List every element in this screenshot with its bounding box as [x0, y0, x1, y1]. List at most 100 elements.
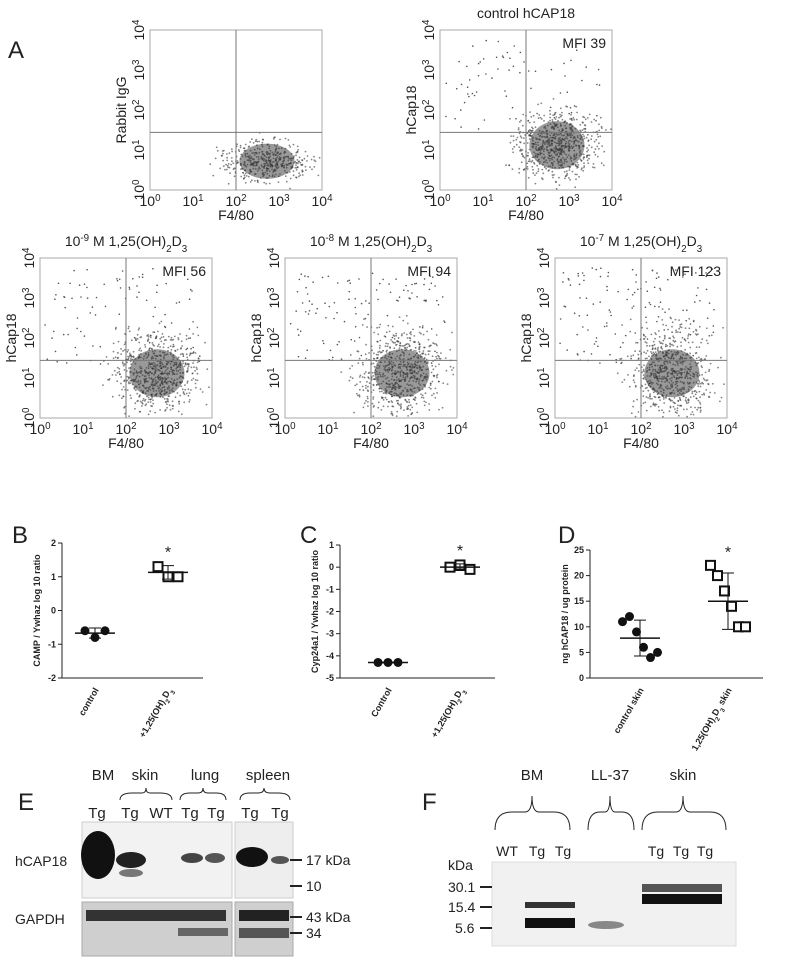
cell-dot: [656, 348, 659, 351]
cell-dot: [581, 121, 584, 124]
cell-dot: [362, 406, 365, 409]
cell-dot: [633, 374, 635, 376]
cell-dot: [271, 161, 274, 164]
cell-dot: [523, 137, 525, 140]
y-tick-label: 104: [266, 247, 283, 269]
cell-dot: [675, 354, 677, 356]
band: [525, 902, 575, 908]
cell-dot: [588, 144, 590, 147]
cell-dot: [563, 171, 566, 173]
cell-dot: [433, 342, 436, 345]
cell-dot: [661, 409, 663, 412]
tick-exp: 4: [131, 19, 142, 25]
marker-label: 34: [306, 925, 322, 941]
cell-dot: [573, 153, 576, 156]
cell-dot: [188, 298, 191, 301]
cell-dot: [403, 352, 405, 355]
cell-dot: [539, 161, 541, 163]
cell-dot: [80, 330, 82, 333]
cell-dot: [133, 372, 136, 374]
cell-dot: [515, 143, 518, 146]
cell-dot: [140, 356, 142, 359]
y-axis-label: hCap18: [248, 313, 264, 362]
cell-dot: [671, 355, 673, 357]
cell-dot: [392, 361, 395, 364]
cell-dot: [432, 374, 435, 377]
cell-dot: [185, 392, 188, 395]
cell-dot: [254, 172, 257, 175]
cell-dot: [138, 395, 141, 398]
cell-dot: [226, 153, 228, 155]
cell-dot: [583, 166, 585, 169]
cell-dot: [222, 159, 225, 162]
band: [271, 856, 289, 864]
cell-dot: [528, 158, 531, 161]
cell-dot: [188, 399, 191, 401]
cell-dot: [564, 75, 566, 77]
cell-dot: [149, 385, 152, 388]
cell-dot: [372, 389, 375, 391]
lane-label: WT: [149, 805, 172, 822]
cell-dot: [138, 276, 141, 278]
cell-dot: [92, 345, 94, 347]
cell-dot: [404, 365, 406, 368]
cell-dot: [583, 156, 585, 159]
cell-dot: [441, 406, 444, 409]
cell-dot: [384, 396, 387, 399]
cell-dot: [519, 148, 522, 151]
cell-dot: [290, 159, 293, 162]
cell-dot: [192, 333, 195, 335]
cell-dot: [267, 177, 269, 180]
cell-dot: [189, 353, 192, 355]
cell-dot: [182, 371, 185, 374]
cell-dot: [89, 312, 92, 314]
cell-dot: [170, 349, 173, 351]
cell-dot: [428, 288, 431, 291]
cell-dot: [415, 402, 418, 405]
cell-dot: [562, 272, 565, 274]
cell-dot: [128, 286, 131, 289]
cell-dot: [149, 410, 152, 413]
marker-label: 5.6: [455, 920, 475, 936]
cell-dot: [423, 283, 425, 286]
cell-dot: [171, 383, 174, 386]
cell-dot: [391, 375, 394, 378]
group-label: skin: [670, 767, 697, 784]
y-tick-label: 20: [574, 571, 584, 581]
cell-dot: [354, 306, 357, 309]
cell-dot: [366, 380, 368, 383]
cell-dot: [569, 123, 572, 126]
cell-dot: [665, 345, 667, 348]
cell-dot: [409, 384, 412, 386]
x-tick-label: 100: [429, 193, 451, 210]
cell-dot: [661, 376, 664, 378]
cell-dot: [555, 116, 558, 118]
error-bar: [454, 563, 466, 571]
text-part: D: [452, 689, 464, 700]
band: [239, 910, 289, 921]
flow-plot: 100100101101102102103103104104F4/80Rabbi…: [113, 19, 333, 223]
cell-dot: [574, 173, 577, 176]
cell-dot: [533, 121, 536, 123]
cell-dot: [559, 142, 562, 145]
cell-dot: [699, 401, 701, 404]
cell-dot: [397, 366, 400, 369]
cell-dot: [183, 401, 186, 404]
cell-dot: [675, 329, 677, 332]
cell-dot: [372, 362, 375, 365]
cell-dot: [122, 364, 125, 367]
cell-dot: [385, 331, 388, 334]
tick-base: 10: [544, 421, 560, 437]
cell-dot: [606, 322, 608, 324]
cell-dot: [274, 164, 277, 167]
cell-dot: [678, 372, 681, 374]
cell-dot: [148, 363, 151, 365]
cell-dot: [226, 164, 229, 167]
cell-dot: [682, 309, 684, 312]
cell-dot: [557, 162, 559, 165]
cell-dot: [537, 133, 540, 136]
cell-dot: [657, 392, 660, 395]
cell-dot: [254, 168, 257, 170]
cell-dot: [674, 370, 676, 373]
